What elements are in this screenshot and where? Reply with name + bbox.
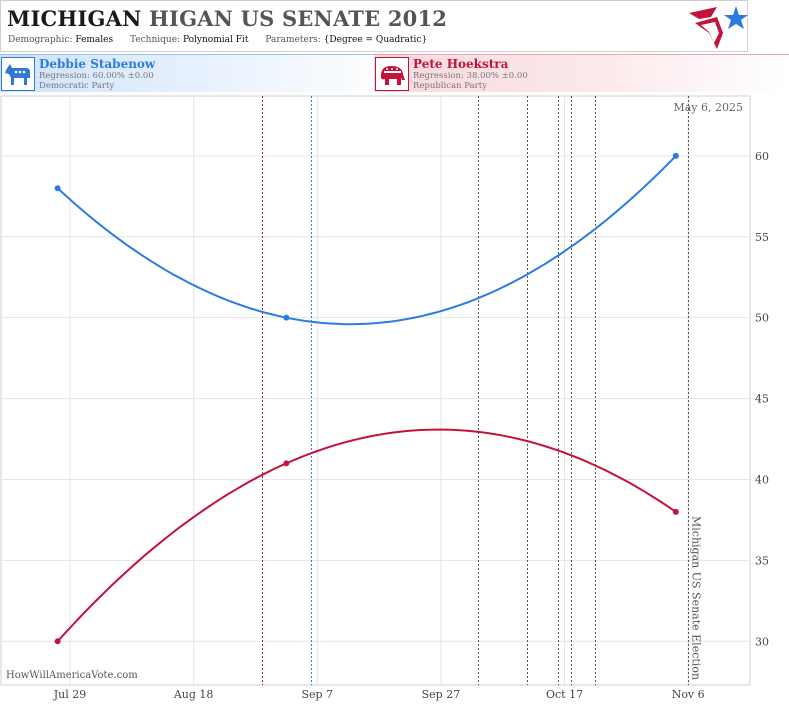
y-tick-label-35: 35 (755, 554, 769, 567)
democrat-donkey-icon (1, 57, 35, 91)
as-of-date: May 6, 2025 (673, 101, 743, 114)
title-state: MICHIGAN (7, 6, 142, 31)
democrat-regression: Regression: 60.00% ±0.00 (39, 71, 154, 81)
title-race: HIGAN US SENATE 2012 (149, 6, 448, 31)
technique-value: Polynomial Fit (182, 35, 249, 45)
rep-data-point-1 (54, 638, 61, 645)
y-tick-label-40: 40 (755, 473, 769, 486)
x-tick-label-nov-6: Nov 6 (672, 688, 705, 701)
dem-trend-line (56, 155, 677, 326)
parameters-label: Parameters: (265, 35, 321, 45)
republican-party: Republican Party (413, 81, 487, 91)
technique-label: Technique: (130, 35, 181, 45)
x-tick-label-sep-27: Sep 27 (422, 688, 461, 701)
rep-data-point-3 (672, 508, 679, 515)
x-tick-label-jul-29: Jul 29 (53, 688, 87, 701)
site-logo-icon (689, 6, 748, 49)
rep-data-point-2 (283, 460, 290, 467)
republican-candidate-panel: Pete Hoekstra Regression: 38.00% ±0.00 R… (374, 54, 789, 92)
dem-data-point-2 (283, 314, 290, 321)
polling-chart: 30 35 40 45 50 55 60 Jul 29 Aug 18 Sep 7 Sep 27 Oct… (0, 95, 769, 701)
y-tick-label-45: 45 (755, 393, 769, 406)
demographic-value: Females (75, 35, 114, 45)
y-tick-label-55: 55 (755, 231, 769, 244)
chart-header: MICHIGAN HIGAN US SENATE 2012 Demographi… (0, 0, 748, 52)
y-tick-label-50: 50 (755, 312, 769, 325)
chart-parameters: Demographic: Females Technique: Polynomi… (8, 35, 441, 45)
y-tick-label-30: 30 (755, 635, 769, 648)
y-tick-label-60: 60 (755, 150, 769, 163)
x-tick-label-aug-18: Aug 18 (173, 688, 214, 701)
republican-regression: Regression: 38.00% ±0.00 (413, 71, 528, 81)
election-day-label: Michigan US Senate Election (690, 516, 703, 680)
chart-title: MICHIGAN HIGAN US SENATE 2012 (7, 6, 447, 31)
dem-data-point-1 (54, 185, 61, 192)
republican-candidate-name: Pete Hoekstra (413, 57, 509, 71)
x-tick-label-oct-17: Oct 17 (546, 688, 583, 701)
parameters-value: {Degree = Quadratic} (323, 35, 428, 45)
axis-labels: 30 35 40 45 50 55 60 Jul 29 Aug 18 Sep 7 Sep 27 Oct… (53, 150, 769, 701)
demographic-label: Demographic: (8, 35, 73, 45)
democrat-candidate-name: Debbie Stabenow (39, 57, 156, 71)
republican-elephant-icon (375, 57, 409, 91)
plot-frame (0, 95, 751, 686)
dem-data-point-3 (672, 152, 679, 159)
series-layer (54, 152, 679, 645)
grid-lines (2, 96, 750, 685)
rep-trend-line (56, 428, 677, 642)
democrat-candidate-panel: Debbie Stabenow Regression: 60.00% ±0.00… (0, 54, 395, 92)
x-tick-label-sep-7: Sep 7 (301, 688, 333, 701)
democrat-party: Democratic Party (39, 81, 115, 91)
watermark-text: HowWillAmericaVote.com (6, 670, 138, 681)
